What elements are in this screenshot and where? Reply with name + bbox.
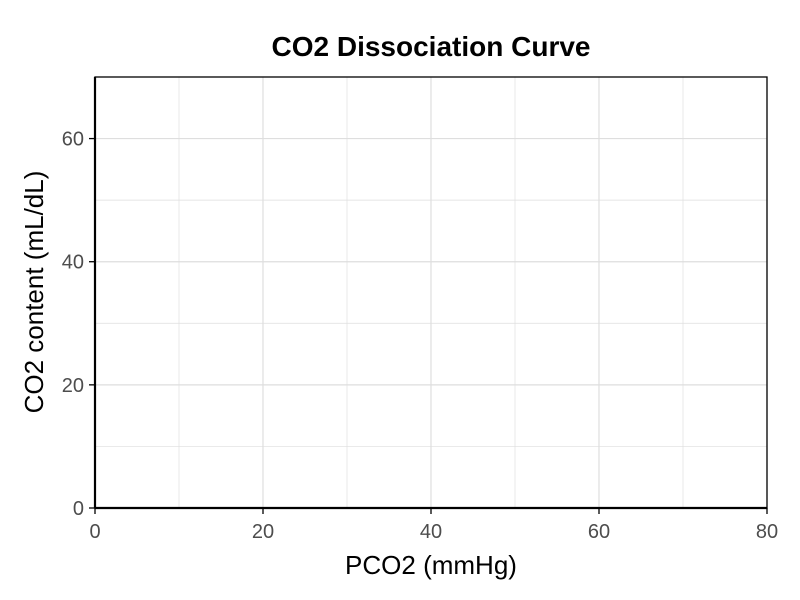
y-tick-label: 0 bbox=[73, 498, 84, 520]
x-tick-label: 80 bbox=[756, 521, 778, 543]
chart-title: CO2 Dissociation Curve bbox=[272, 31, 591, 62]
x-tick-label: 60 bbox=[588, 521, 610, 543]
y-tick-label: 60 bbox=[62, 129, 84, 151]
x-axis-ticks: 0 20 40 60 80 bbox=[89, 508, 778, 543]
y-axis-title: CO2 content (mL/dL) bbox=[19, 171, 49, 414]
y-tick-label: 40 bbox=[62, 252, 84, 274]
x-tick-label: 0 bbox=[89, 521, 100, 543]
y-tick-label: 20 bbox=[62, 375, 84, 397]
y-axis-ticks: 0 20 40 60 bbox=[62, 129, 95, 520]
x-tick-label: 40 bbox=[420, 521, 442, 543]
x-axis-title: PCO2 (mmHg) bbox=[345, 550, 517, 580]
x-tick-label: 20 bbox=[252, 521, 274, 543]
